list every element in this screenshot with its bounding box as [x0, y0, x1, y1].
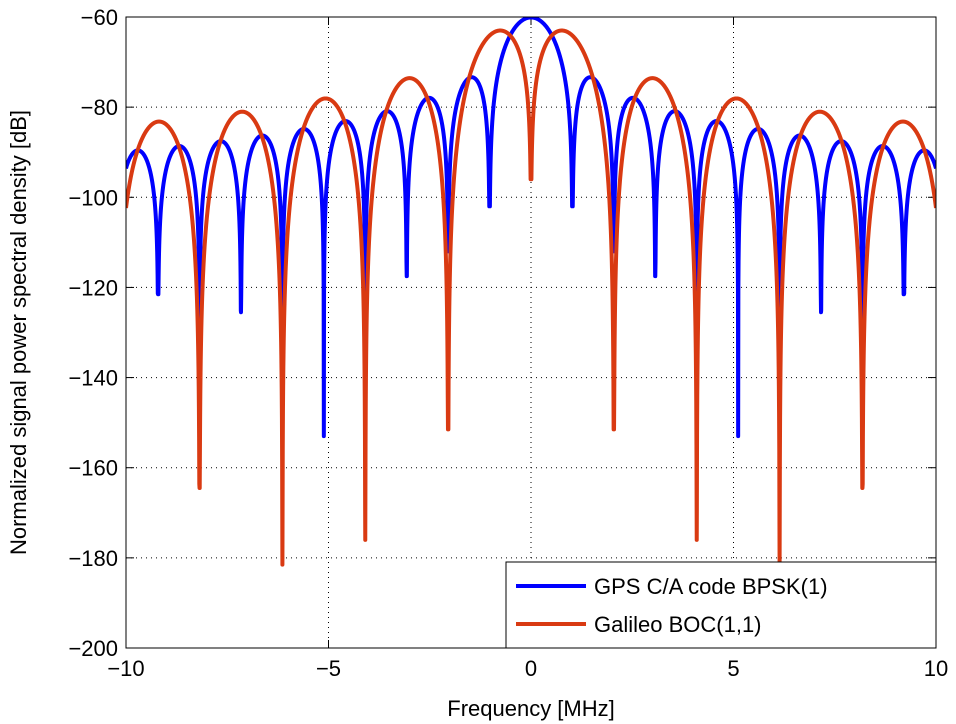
x-tick-label: −5: [316, 656, 341, 681]
y-tick-label: −160: [68, 456, 118, 481]
y-tick-label: −80: [81, 95, 118, 120]
y-tick-label: −200: [68, 636, 118, 661]
y-tick-label: −120: [68, 275, 118, 300]
x-tick-label: 10: [924, 656, 948, 681]
x-tick-label: −10: [107, 656, 144, 681]
y-tick-label: −140: [68, 366, 118, 391]
x-axis-label: Frequency [MHz]: [447, 696, 615, 721]
legend-box: [505, 561, 937, 649]
series-line-galileo: [126, 28, 936, 567]
tick-labels: −10 −5 0 5 10 −60 −80 −100 −120 −140 −160 −180 −200: [68, 5, 948, 681]
y-tick-label: −100: [68, 185, 118, 210]
legend-label-gps: GPS C/A code BPSK(1): [594, 574, 828, 599]
y-tick-label: −180: [68, 546, 118, 571]
y-axis-label: Normalized signal power spectral density…: [6, 110, 31, 555]
legend-label-galileo: Galileo BOC(1,1): [594, 612, 762, 637]
y-tick-label: −60: [81, 5, 118, 30]
grid: [126, 17, 936, 648]
x-tick-label: 5: [727, 656, 739, 681]
x-tick-label: 0: [525, 656, 537, 681]
legend: GPS C/A code BPSK(1) Galileo BOC(1,1): [505, 561, 937, 649]
